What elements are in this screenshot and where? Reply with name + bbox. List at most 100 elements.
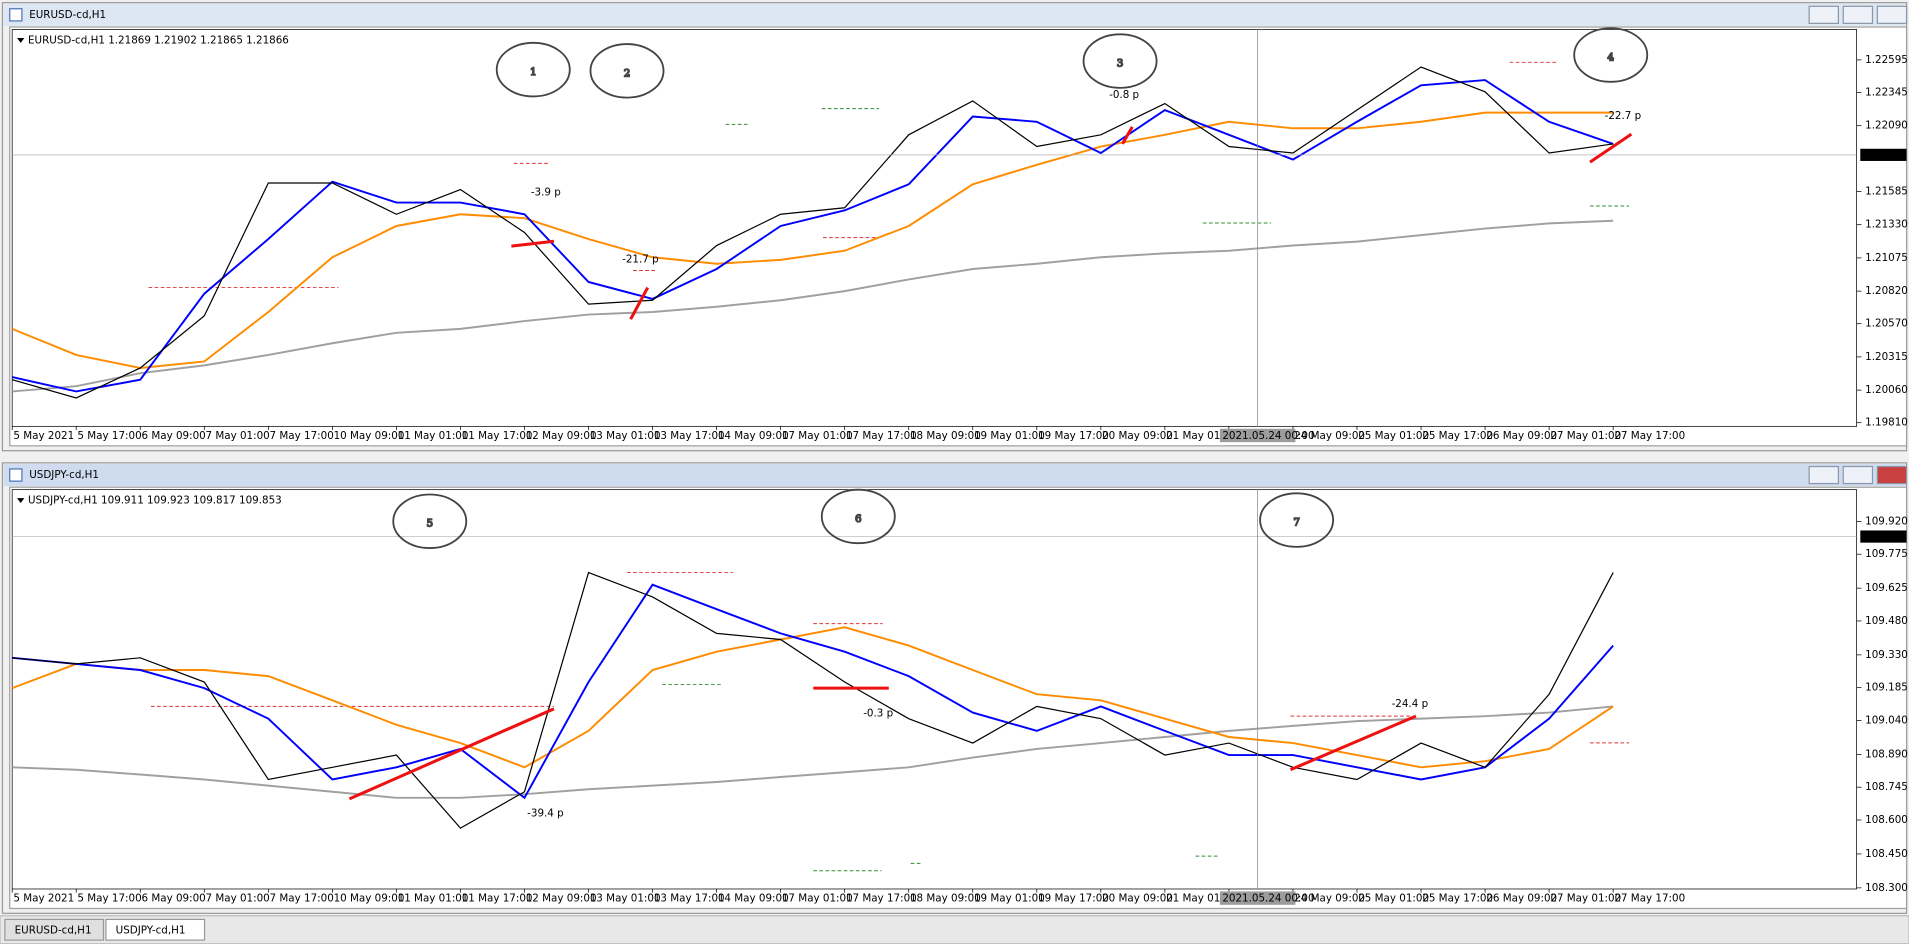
marker-label: 2: [624, 67, 631, 79]
x-tick-label: 17 May 01:00: [782, 893, 853, 905]
price-line: [12, 571, 1614, 829]
x-tick-label: 5 May 2021: [13, 430, 74, 442]
y-tick-label: 1.22345: [1865, 86, 1908, 98]
x-tick-label: 11 May 01:00: [398, 430, 469, 442]
y-tick-label: 1.19810: [1865, 417, 1908, 429]
trend-line: [511, 239, 555, 248]
tab-label: USDJPY-cd,H1: [116, 924, 186, 936]
y-tick-label: 109.185: [1865, 682, 1908, 694]
crosshair-label: 2021.05.24 00:00: [1222, 430, 1314, 442]
plot-frame: [11, 29, 1858, 427]
y-tick-label: 108.450: [1865, 848, 1908, 860]
trend-line: [1289, 714, 1417, 772]
marker-label: 6: [855, 513, 862, 525]
y-tick-label: 1.20315: [1865, 351, 1908, 363]
x-tick-label: 5 May 17:00: [77, 430, 141, 442]
y-tick-label: 1.22090: [1865, 120, 1908, 132]
x-tick-label: 17 May 17:00: [846, 893, 917, 905]
moving-average: [12, 705, 1614, 799]
price-box-label: 109.853: [1864, 531, 1907, 543]
marker-circle: [589, 43, 665, 99]
window-icon: [9, 468, 23, 482]
y-tick-label: 108.745: [1865, 781, 1908, 793]
tab-label: EURUSD-cd,H1: [15, 924, 92, 936]
x-tick-label: 5 May 17:00: [77, 893, 141, 905]
y-tick-label: 1.20820: [1865, 285, 1908, 297]
tab[interactable]: [4, 918, 105, 941]
x-tick-label: 17 May 01:00: [782, 430, 853, 442]
x-tick-label: 6 May 09:00: [141, 430, 205, 442]
window-title: EURUSD-cd,H1: [29, 9, 106, 21]
y-tick-label: 1.21330: [1865, 219, 1908, 231]
x-tick-label: 25 May 17:00: [1422, 893, 1493, 905]
x-tick-label: 7 May 17:00: [270, 893, 334, 905]
marker-label: 7: [1293, 517, 1300, 529]
marker-circle: [1082, 33, 1158, 89]
minimize-button[interactable]: [1808, 465, 1839, 485]
x-tick-label: 18 May 09:00: [910, 893, 981, 905]
x-tick-label: 27 May 01:00: [1550, 893, 1621, 905]
moving-average: [11, 626, 1614, 769]
marker-label: 3: [1117, 58, 1124, 70]
x-tick-label: 6 May 09:00: [141, 893, 205, 905]
y-tick-label: 108.600: [1865, 814, 1908, 826]
tab-bar: [0, 915, 1909, 944]
y-tick-label: 109.775: [1865, 548, 1908, 560]
y-tick-label: 1.21075: [1865, 252, 1908, 264]
x-tick-label: 25 May 01:00: [1358, 430, 1429, 442]
price-box: [1860, 530, 1907, 543]
marker-circle: [1259, 492, 1335, 548]
x-tick-label: 11 May 17:00: [462, 893, 533, 905]
price-line: [12, 66, 1614, 399]
y-tick-label: 109.480: [1865, 615, 1908, 627]
y-tick-label: 1.20570: [1865, 318, 1908, 330]
crosshair-box: [1219, 428, 1296, 443]
x-tick-label: 20 May 09:00: [1102, 893, 1173, 905]
maximize-button[interactable]: [1842, 465, 1874, 485]
annotation: -39.4 p: [527, 808, 564, 820]
x-tick-label: 27 May 01:00: [1550, 430, 1621, 442]
x-tick-label: 7 May 17:00: [270, 430, 334, 442]
x-tick-label: 25 May 17:00: [1422, 430, 1493, 442]
marker-label: 4: [1607, 51, 1614, 63]
x-tick-label: 27 May 17:00: [1614, 893, 1685, 905]
y-tick-label: 1.21585: [1865, 185, 1908, 197]
minimize-button[interactable]: [1808, 5, 1839, 24]
x-tick-label: 12 May 09:00: [526, 430, 597, 442]
y-tick-label: 1.20060: [1865, 384, 1908, 396]
x-tick-label: 27 May 17:00: [1614, 430, 1685, 442]
x-tick-label: 5 May 2021: [13, 893, 74, 905]
y-tick-label: 108.300: [1865, 882, 1908, 894]
moving-average: [12, 583, 1614, 800]
y-tick-label: 109.920: [1865, 515, 1908, 527]
plot-frame: [11, 489, 1858, 890]
maximize-button[interactable]: [1842, 5, 1874, 24]
x-tick-label: 19 May 01:00: [974, 893, 1045, 905]
x-tick-label: 21 May 01:00: [1166, 430, 1237, 442]
trend-line: [1589, 132, 1633, 164]
y-tick-label: 109.330: [1865, 649, 1908, 661]
marker-label: 1: [530, 66, 537, 78]
close-button[interactable]: [1876, 5, 1908, 24]
annotation: -24.4 p: [1392, 698, 1429, 710]
y-tick-label: 108.890: [1865, 748, 1908, 760]
close-button[interactable]: [1876, 465, 1908, 485]
header-arrow: [17, 498, 25, 504]
title-bar: [3, 464, 1906, 487]
x-tick-label: 19 May 01:00: [974, 430, 1045, 442]
tab[interactable]: [105, 918, 206, 941]
x-tick-label: 20 May 09:00: [1102, 430, 1173, 442]
x-tick-label: 11 May 17:00: [462, 430, 533, 442]
x-tick-label: 18 May 09:00: [910, 430, 981, 442]
x-tick-label: 26 May 09:00: [1486, 893, 1557, 905]
trend-line: [348, 707, 555, 801]
x-tick-label: 7 May 01:00: [206, 893, 270, 905]
annotation: -3.9 p: [531, 187, 561, 199]
x-tick-label: 19 May 17:00: [1038, 430, 1109, 442]
x-tick-label: 26 May 09:00: [1486, 430, 1557, 442]
marker-circle: [495, 41, 571, 98]
x-tick-label: 13 May 01:00: [590, 430, 661, 442]
trend-line: [1121, 126, 1134, 145]
y-tick-label: 109.625: [1865, 582, 1908, 594]
